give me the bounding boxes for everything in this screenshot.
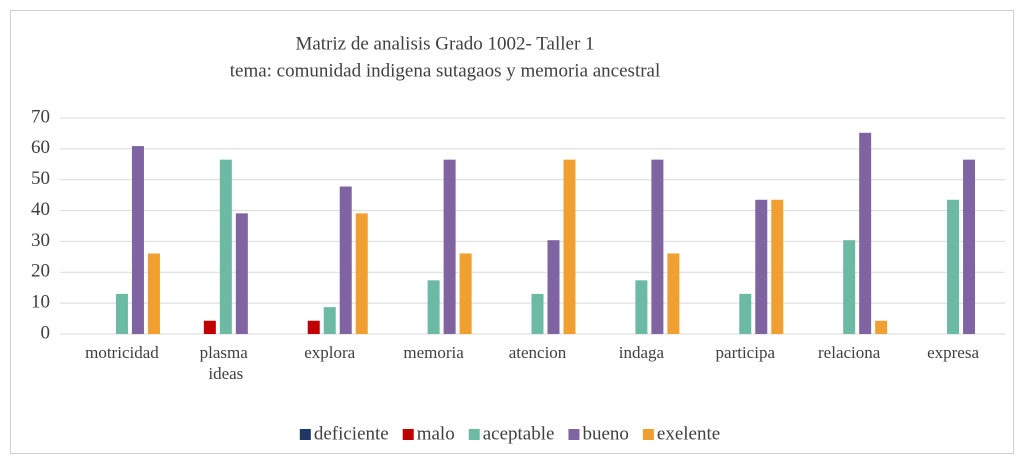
bar xyxy=(947,199,960,334)
bar xyxy=(459,253,472,334)
x-tick-label: plasma ideas xyxy=(200,343,252,383)
legend-label: deficiente xyxy=(314,423,389,444)
bar xyxy=(339,186,352,334)
legend-swatch xyxy=(568,429,580,440)
x-tick-label: atencion xyxy=(509,343,567,362)
y-tick-label: 0 xyxy=(41,322,51,343)
bar xyxy=(859,132,872,334)
x-tick-label: indaga xyxy=(619,343,665,362)
chart-border xyxy=(10,10,1014,454)
bar xyxy=(219,159,232,334)
bar xyxy=(355,213,368,334)
legend-label: exelente xyxy=(657,423,720,444)
bar xyxy=(131,146,144,334)
y-tick-label: 40 xyxy=(31,199,50,220)
bar xyxy=(651,159,664,334)
legend-label: aceptable xyxy=(483,423,555,444)
x-tick-label: explora xyxy=(304,343,355,362)
bar xyxy=(235,213,248,334)
y-tick-label: 50 xyxy=(31,168,50,189)
legend-label: bueno xyxy=(582,423,628,444)
bar xyxy=(563,159,576,334)
bar xyxy=(667,253,680,334)
legend-swatch xyxy=(468,429,480,440)
bar xyxy=(963,159,976,334)
bar xyxy=(531,293,544,334)
bar xyxy=(875,320,888,334)
x-tick-label: motricidad xyxy=(85,343,159,362)
bar xyxy=(547,240,560,334)
bar xyxy=(739,293,752,334)
bar xyxy=(147,253,160,334)
bar xyxy=(443,159,456,334)
bar xyxy=(307,320,320,334)
bar xyxy=(203,320,216,334)
legend-swatch xyxy=(642,429,654,440)
bar xyxy=(115,293,128,334)
x-tick-label: participa xyxy=(716,343,776,362)
legend-swatch xyxy=(299,429,311,440)
y-tick-label: 60 xyxy=(31,137,50,158)
chart-title: Matriz de analisis Grado 1002- Taller 1 xyxy=(295,33,594,54)
y-tick-label: 70 xyxy=(31,106,50,127)
bar xyxy=(323,307,336,334)
x-tick-label: relaciona xyxy=(818,343,881,362)
bar xyxy=(635,280,648,334)
bar xyxy=(843,240,856,334)
bar xyxy=(427,280,440,334)
y-tick-label: 10 xyxy=(31,292,50,313)
legend-label: malo xyxy=(417,423,455,444)
bar xyxy=(755,199,768,334)
chart-subtitle: tema: comunidad indigena sutagaos y memo… xyxy=(230,60,661,81)
y-tick-label: 20 xyxy=(31,261,50,282)
bar xyxy=(771,199,784,334)
x-tick-label: expresa xyxy=(927,343,979,362)
legend-swatch xyxy=(402,429,414,440)
x-tick-label: memoria xyxy=(403,343,464,362)
y-tick-label: 30 xyxy=(31,230,50,251)
